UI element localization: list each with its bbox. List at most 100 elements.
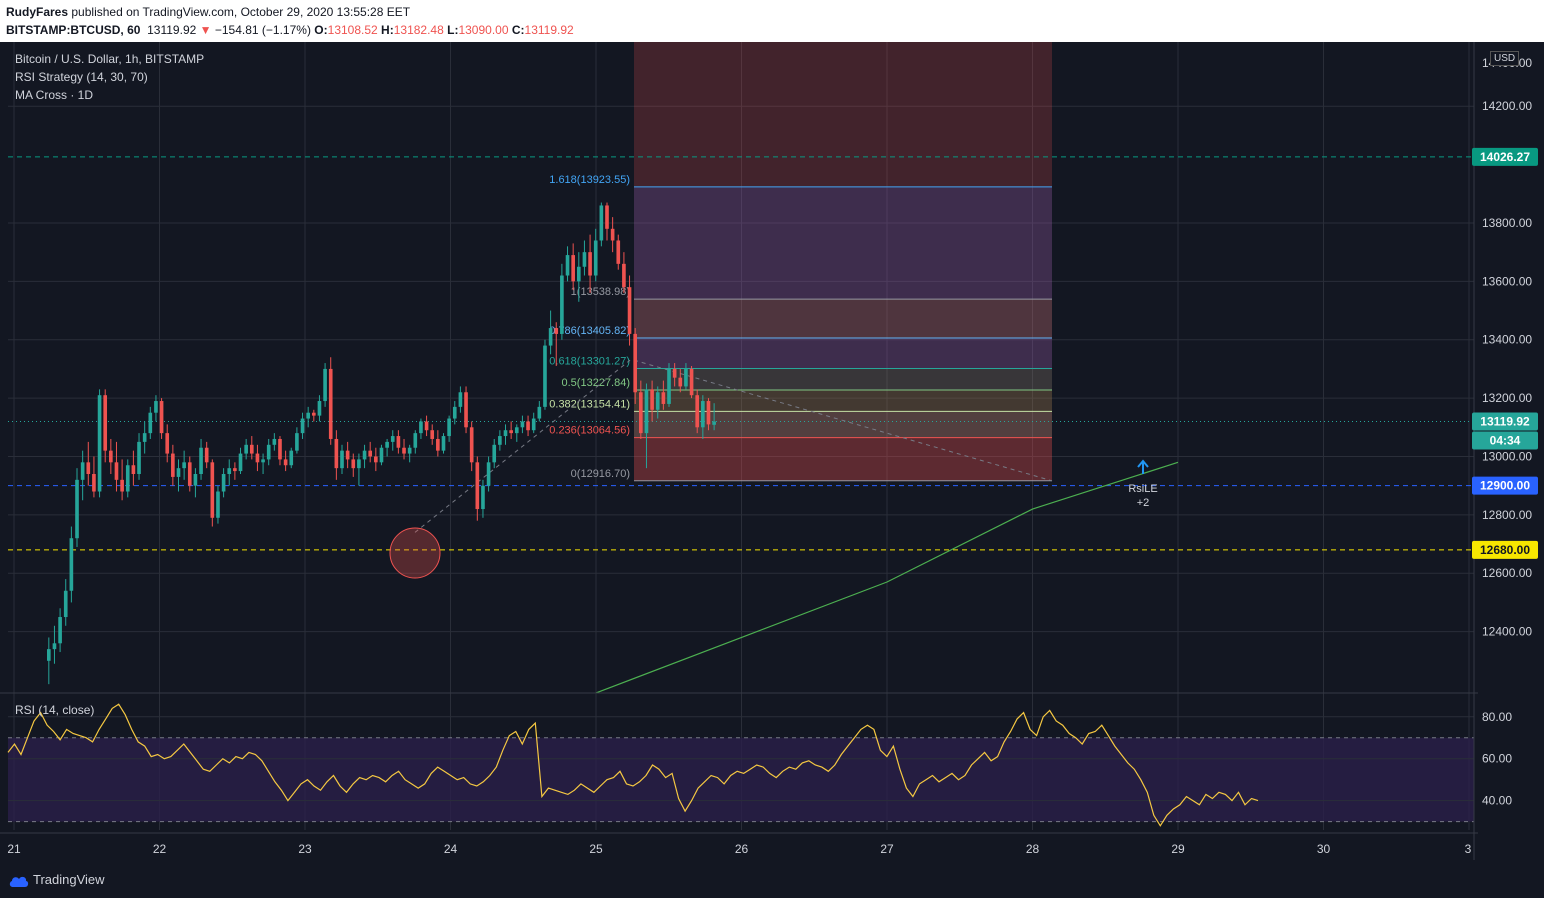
candle-body <box>154 401 158 413</box>
candle-body <box>362 450 367 460</box>
open-value: 13108.52 <box>327 23 378 37</box>
candle-body <box>419 421 423 434</box>
price-tick-label: 13800.00 <box>1482 216 1532 230</box>
candle-body <box>565 255 570 276</box>
rsi-tick-label: 80.00 <box>1482 710 1512 724</box>
candle-body <box>131 465 136 474</box>
change-value: −154.81 (−1.17%) <box>214 23 311 37</box>
time-tick-label: 3 <box>1465 842 1472 856</box>
candle-body <box>103 395 108 451</box>
candle-body <box>413 433 418 448</box>
candle-body <box>678 377 683 387</box>
candle-body <box>278 438 282 460</box>
candle-body <box>233 468 237 472</box>
candle-body <box>272 438 277 445</box>
candle-body <box>249 444 254 454</box>
candle-body <box>328 368 333 439</box>
candle-body <box>712 421 716 425</box>
candle-body <box>283 459 288 466</box>
time-tick-label: 25 <box>589 842 603 856</box>
signal-sublabel: +2 <box>1137 497 1150 509</box>
candle-body <box>667 368 671 404</box>
signal-label: RsiLE <box>1128 483 1157 495</box>
candle-body <box>627 287 632 334</box>
candle-body <box>289 450 294 466</box>
candle-body <box>492 444 497 463</box>
candle-body <box>571 255 575 282</box>
candle-body <box>345 450 350 460</box>
change-down-icon: ▼ <box>199 23 212 37</box>
price-badge <box>1472 431 1538 450</box>
candle-body <box>120 479 124 492</box>
open-label: O: <box>314 23 328 37</box>
price-tick-label: 13400.00 <box>1482 333 1532 347</box>
fib-level-label: 0.618(13301.27) <box>549 356 630 368</box>
time-tick-label: 27 <box>880 842 894 856</box>
fib-band <box>634 338 1052 369</box>
price-tick-label: 12800.00 <box>1482 508 1532 522</box>
candle-body <box>695 395 700 428</box>
ma-cross-line <box>595 461 1179 694</box>
fib-level-label: 0.5(13227.84) <box>562 377 631 389</box>
candle-body <box>244 444 248 454</box>
candle-body <box>689 368 694 396</box>
ma-polyline <box>595 461 1179 694</box>
candle-body <box>227 468 232 474</box>
candle-body <box>639 392 643 434</box>
candle-body <box>452 406 457 419</box>
candle-body <box>69 538 74 591</box>
candle-body <box>86 462 91 474</box>
candle-body <box>204 447 209 463</box>
axes: 21 22 23 24 25 26 27 28 29 30 3 12400.00 12600.00 128… <box>0 42 1538 860</box>
candle-body <box>176 468 181 477</box>
legend-strategy[interactable]: RSI Strategy (14, 30, 70) <box>15 70 148 84</box>
candle-body <box>266 444 271 460</box>
currency-badge[interactable]: USD <box>1490 51 1520 66</box>
candle-body <box>526 421 530 431</box>
symbol-ohlc-line: BITSTAMP:BTCUSD, 60 13119.92 ▼ −154.81 (… <box>6 23 574 37</box>
price-badge-label: 13119.92 <box>1480 414 1530 428</box>
fibonacci-tool[interactable]: 1.618(13923.55) 1(13538.98) 0.786(13405.82… <box>549 42 1052 482</box>
price-tick-label: 12400.00 <box>1482 625 1532 639</box>
candle-body <box>193 474 198 486</box>
publisher-name[interactable]: RudyFares <box>6 5 69 19</box>
candle-body <box>514 427 519 434</box>
candle-body <box>633 333 638 393</box>
candle-body <box>97 395 102 492</box>
low-label: L: <box>447 23 459 37</box>
candle-body <box>498 436 502 445</box>
fib-level-label: 1(13538.98) <box>571 286 630 298</box>
candle-body <box>199 447 203 474</box>
published-text: published on TradingView.com, October 29… <box>71 5 411 19</box>
candle-body <box>368 450 373 457</box>
candle-body <box>58 617 62 644</box>
candle-body <box>582 252 587 267</box>
candle-body <box>142 433 147 442</box>
footer <box>0 862 1544 898</box>
candle-body <box>537 406 542 419</box>
candle-body <box>655 392 660 410</box>
candle-body <box>261 459 265 463</box>
candle-body <box>588 252 592 276</box>
candle-body <box>216 491 220 518</box>
candle-body <box>317 401 322 416</box>
candle-body <box>469 427 474 463</box>
legend-rsi[interactable]: RSI (14, close) <box>15 703 95 717</box>
price-badge <box>1472 412 1538 431</box>
candle-body <box>52 643 57 650</box>
candle-body <box>593 240 598 276</box>
candle-body <box>351 459 356 469</box>
tradingview-logo[interactable]: TradingView <box>8 872 105 888</box>
candle-body <box>159 401 164 434</box>
horizontal-levels[interactable] <box>8 156 1474 551</box>
candle-body <box>125 465 130 492</box>
low-value: 13090.00 <box>458 23 509 37</box>
time-tick-label: 29 <box>1171 842 1185 856</box>
publish-header: RudyFares published on TradingView.com, … <box>0 0 1544 42</box>
time-tick-label: 30 <box>1317 842 1331 856</box>
candle-body <box>554 328 559 334</box>
fib-level-label: 0.382(13154.41) <box>549 398 630 410</box>
legend-ma[interactable]: MA Cross · 1D <box>15 88 94 102</box>
candle-body <box>622 263 626 288</box>
